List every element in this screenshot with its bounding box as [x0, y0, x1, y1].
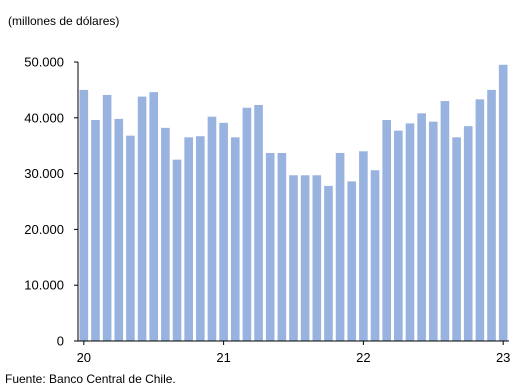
bar-27 — [394, 130, 403, 341]
bar-6 — [149, 92, 159, 341]
bars-group — [79, 64, 508, 342]
bar-21 — [324, 185, 333, 341]
bar-14 — [242, 107, 252, 341]
y-axis: 0 10.000 20.000 30.000 40.000 50.000 — [24, 55, 79, 349]
bar-8 — [172, 159, 182, 341]
bar-23 — [347, 181, 357, 341]
bar-10 — [196, 136, 205, 341]
bar-7 — [161, 127, 170, 342]
bar-3 — [114, 118, 124, 341]
bar-11 — [207, 116, 217, 342]
bar-16 — [265, 152, 275, 341]
bar-28 — [405, 123, 415, 341]
bar-26 — [382, 120, 391, 341]
y-tick-label: 10.000 — [24, 278, 64, 293]
bar-18 — [289, 175, 298, 341]
bar-24 — [359, 151, 368, 341]
bar-19 — [300, 175, 310, 341]
bar-chart: 0 10.000 20.000 30.000 40.000 50.000 20 21 22 23 — [24, 55, 510, 366]
bar-33 — [463, 126, 473, 341]
bar-15 — [254, 104, 263, 341]
bar-31 — [440, 101, 450, 341]
x-tick-label: 21 — [216, 350, 230, 365]
bar-17 — [277, 152, 287, 341]
bar-12 — [219, 122, 228, 342]
bar-32 — [452, 137, 461, 341]
y-tick-label: 30.000 — [24, 166, 64, 181]
x-axis: 20 21 22 23 — [77, 340, 510, 365]
y-tick-label: 50.000 — [24, 55, 64, 70]
bar-29 — [417, 113, 426, 341]
x-tick-label: 22 — [356, 350, 370, 365]
x-tick-label: 20 — [77, 350, 91, 365]
bar-13 — [230, 137, 240, 341]
bar-25 — [370, 170, 380, 341]
x-tick-label: 23 — [496, 350, 510, 365]
bar-4 — [126, 135, 135, 341]
source-note: Fuente: Banco Central de Chile. — [5, 372, 176, 386]
bar-1 — [91, 120, 100, 341]
bar-2 — [102, 94, 112, 341]
bar-20 — [312, 175, 322, 341]
y-tick-label: 0 — [57, 334, 64, 349]
bar-22 — [335, 152, 345, 341]
bar-5 — [137, 96, 147, 341]
chart-subtitle: (millones de dólares) — [8, 14, 120, 28]
y-tick-label: 20.000 — [24, 222, 64, 237]
bar-34 — [475, 99, 485, 341]
bar-36 — [498, 64, 508, 341]
y-tick-label: 40.000 — [24, 110, 64, 125]
bar-9 — [184, 137, 193, 341]
bar-35 — [487, 89, 496, 342]
bar-0 — [79, 89, 89, 342]
bar-30 — [428, 121, 438, 342]
